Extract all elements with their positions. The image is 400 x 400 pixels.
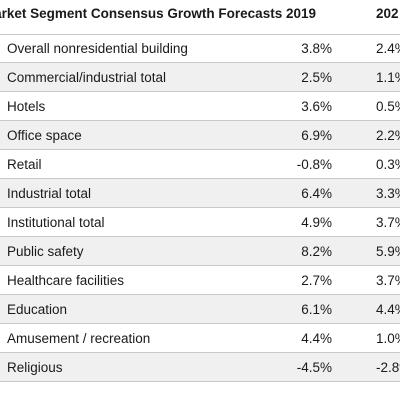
table-row: Office space 6.9% 2.2% <box>0 121 400 150</box>
value-2019: 8.2% <box>301 244 332 259</box>
table-row: Amusement / recreation 4.4% 1.0% <box>0 324 400 353</box>
value-2020: 4.4% <box>376 302 400 317</box>
row-label: Industrial total <box>7 186 92 201</box>
table-title: arket Segment Consensus Growth Forecasts… <box>0 6 316 21</box>
value-2019: 6.9% <box>301 128 332 143</box>
value-2019: 3.8% <box>301 41 332 56</box>
table-row: Commercial/industrial total 2.5% 1.1% <box>0 63 400 92</box>
table-row: Industrial total 6.4% 3.3% <box>0 179 400 208</box>
value-2020: 0.3% <box>376 157 400 172</box>
row-label: Institutional total <box>7 215 105 230</box>
row-label: Healthcare facilities <box>7 273 125 288</box>
table-row: Public safety 8.2% 5.9% <box>0 237 400 266</box>
value-2019: 3.6% <box>301 99 332 114</box>
value-2019: 6.1% <box>301 302 332 317</box>
value-2019: 4.4% <box>301 331 332 346</box>
value-2020: 2.4% <box>376 41 400 56</box>
table-header: arket Segment Consensus Growth Forecasts… <box>0 0 400 35</box>
value-2019: -4.5% <box>296 360 332 375</box>
table-row: Retail -0.8% 0.3% <box>0 150 400 179</box>
value-2020: -2.8% <box>376 360 400 375</box>
table-row: Healthcare facilities 2.7% 3.7% <box>0 266 400 295</box>
row-label: Amusement / recreation <box>7 331 151 346</box>
row-label: Religious <box>7 360 63 375</box>
value-2020: 0.5% <box>376 99 400 114</box>
row-label: Education <box>7 302 68 317</box>
value-2019: 6.4% <box>301 186 332 201</box>
row-label: Public safety <box>7 244 84 259</box>
table-row: Hotels 3.6% 0.5% <box>0 92 400 121</box>
value-2020: 3.7% <box>376 273 400 288</box>
value-2020: 3.3% <box>376 186 400 201</box>
value-2019: 2.7% <box>301 273 332 288</box>
value-2019: 2.5% <box>301 70 332 85</box>
row-label: Retail <box>7 157 42 172</box>
value-2020: 5.9% <box>376 244 400 259</box>
table-row: Institutional total 4.9% 3.7% <box>0 208 400 237</box>
table-row: Overall nonresidential building 3.8% 2.4% <box>0 34 400 63</box>
row-label: Overall nonresidential building <box>7 41 188 56</box>
row-label: Hotels <box>7 99 46 114</box>
value-2020: 3.7% <box>376 215 400 230</box>
row-label: Office space <box>7 128 82 143</box>
row-label: Commercial/industrial total <box>7 70 167 85</box>
column-header-2020: 202 <box>376 6 399 21</box>
value-2020: 1.0% <box>376 331 400 346</box>
value-2020: 2.2% <box>376 128 400 143</box>
value-2019: -0.8% <box>296 157 332 172</box>
value-2020: 1.1% <box>376 70 400 85</box>
table-row: Education 6.1% 4.4% <box>0 295 400 324</box>
value-2019: 4.9% <box>301 215 332 230</box>
table-row: Religious -4.5% -2.8% <box>0 353 400 382</box>
